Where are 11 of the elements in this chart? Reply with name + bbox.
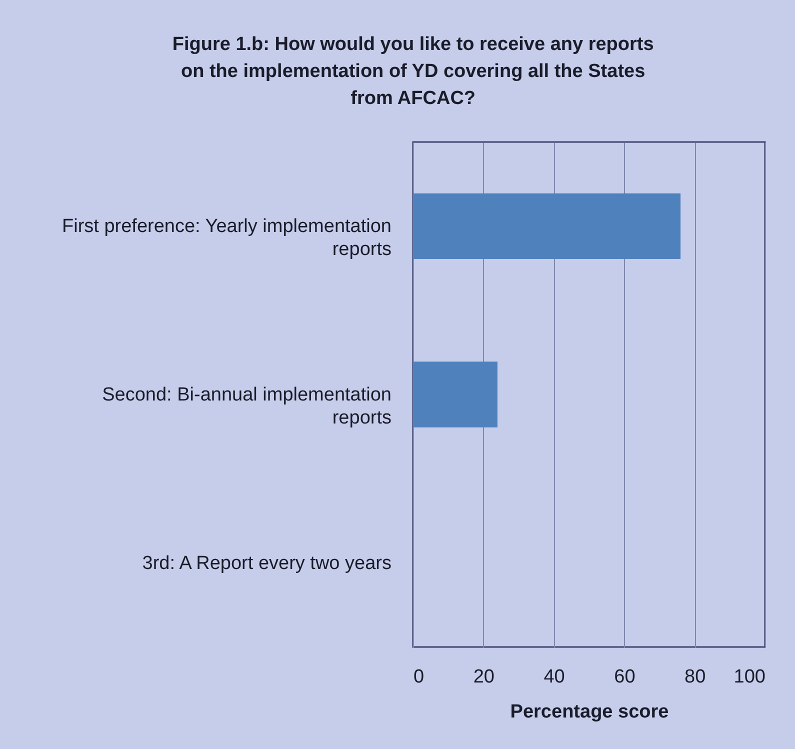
x-tick-label: 100 [734,666,766,688]
x-tick-label: 60 [614,666,636,688]
x-tick-label: 40 [544,666,565,688]
x-tick-label: 80 [684,666,706,688]
y-tick-label: 3rd: A Report every two years [142,552,392,574]
chart-title: Figure 1.b: How would you like to receive any reports on the implementation of YD covering all the States from AFCAC? [172,34,654,109]
y-tick-label: Second: Bi-annual implementation reports [102,384,392,428]
x-tick-label: 20 [473,666,494,688]
x-tick-label: 0 [414,666,424,688]
x-axis-title: Percentage score [510,702,669,722]
y-tick-label: First preference: Yearly implementation reports [62,216,392,260]
